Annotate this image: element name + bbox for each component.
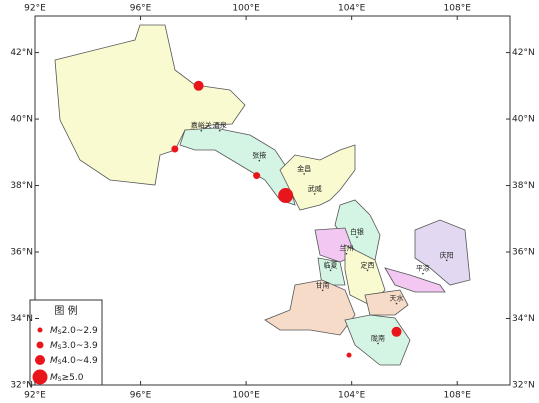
- legend-range: ≥5.0: [62, 373, 84, 383]
- y-tick-label: 38°N: [512, 181, 535, 191]
- y-tick-label: 42°N: [512, 48, 535, 58]
- x-tick-label: 100°E: [232, 4, 260, 14]
- epicenter: [171, 145, 179, 153]
- city-dot: [218, 129, 221, 132]
- epicenter: [253, 172, 261, 180]
- city-label: 酒泉: [213, 121, 227, 130]
- city-label: 白银: [350, 227, 364, 236]
- city-label: 临夏: [324, 260, 338, 269]
- y-tick-label: 38°N: [10, 181, 33, 191]
- x-tick-label: 104°E: [338, 4, 366, 14]
- legend-symbol: M: [50, 341, 58, 351]
- y-tick-label: 32°N: [10, 381, 33, 391]
- city-label: 金昌: [297, 164, 311, 173]
- y-tick-label: 34°N: [512, 314, 535, 324]
- city-dot: [422, 272, 424, 275]
- legend-range: 4.0~4.9: [62, 356, 98, 366]
- region: [264, 279, 356, 336]
- city-label: 陇南: [371, 333, 385, 342]
- legend-label: MS≥5.0: [50, 373, 84, 383]
- city-label: 张掖: [252, 151, 266, 160]
- x-tick-label: 100°E: [232, 391, 260, 401]
- city-label: 武威: [308, 184, 322, 193]
- city-dot: [345, 252, 348, 255]
- legend-subscript: S: [58, 329, 62, 336]
- legend-label: MS4.0~4.9: [50, 356, 98, 366]
- legend-symbol: M: [50, 356, 58, 366]
- legend-label: MS3.0~3.9: [50, 341, 98, 351]
- legend-title: 图 例: [54, 304, 77, 317]
- legend-marker: [36, 341, 44, 349]
- y-tick-label: 40°N: [10, 115, 33, 125]
- city-label: 定西: [361, 260, 375, 269]
- city-label: 兰州: [339, 244, 353, 253]
- x-tick-label: 108°E: [444, 391, 472, 401]
- province: [54, 24, 471, 366]
- city-dot: [313, 193, 316, 195]
- y-tick-label: 34°N: [10, 314, 33, 324]
- legend-subscript: S: [58, 376, 62, 383]
- legend-symbol: M: [50, 326, 58, 336]
- city-dot: [329, 269, 332, 272]
- region: [364, 289, 409, 316]
- epicenter: [391, 326, 402, 337]
- legend-marker: [37, 327, 43, 333]
- legend-marker: [32, 369, 48, 385]
- region: [279, 144, 356, 211]
- legend-range: 2.0~2.9: [62, 326, 98, 336]
- city-label: 天水: [390, 294, 404, 303]
- region: [317, 257, 346, 286]
- region: [414, 219, 471, 286]
- city-dot: [445, 259, 448, 262]
- city-label: 庆阳: [440, 250, 454, 259]
- city-dot: [366, 269, 369, 272]
- city-dot: [377, 342, 379, 345]
- y-tick-label: 32°N: [512, 381, 535, 391]
- x-tick-label: 92°E: [24, 4, 46, 14]
- region: [384, 267, 446, 293]
- legend-subscript: S: [58, 344, 62, 351]
- city-label: 嘉峪关: [191, 121, 212, 130]
- legend-label: MS2.0~2.9: [50, 326, 98, 336]
- x-tick-label: 96°E: [130, 4, 152, 14]
- city-label: 平凉: [416, 264, 430, 273]
- city-label: 甘南: [316, 280, 330, 289]
- x-tick-label: 92°E: [24, 391, 46, 401]
- city-dot: [395, 302, 398, 305]
- city-dot: [200, 129, 203, 132]
- city-dot: [303, 173, 305, 175]
- legend-range: 3.0~3.9: [62, 341, 98, 351]
- y-tick-label: 42°N: [10, 48, 33, 58]
- region: [54, 24, 246, 186]
- y-tick-label: 36°N: [512, 248, 535, 258]
- region: [344, 314, 411, 366]
- city-dot: [258, 159, 261, 162]
- x-tick-label: 104°E: [338, 391, 366, 401]
- epicenter: [193, 80, 204, 91]
- x-tick-label: 96°E: [130, 391, 152, 401]
- legend-subscript: S: [58, 359, 62, 366]
- epicenter: [278, 188, 294, 204]
- legend-symbol: M: [50, 373, 58, 383]
- y-tick-label: 36°N: [10, 248, 33, 258]
- city-dot: [356, 236, 358, 238]
- legend-marker: [35, 355, 45, 365]
- city-dot: [321, 289, 324, 292]
- x-tick-label: 108°E: [444, 4, 472, 14]
- epicenter: [346, 352, 352, 358]
- y-tick-label: 40°N: [512, 115, 535, 125]
